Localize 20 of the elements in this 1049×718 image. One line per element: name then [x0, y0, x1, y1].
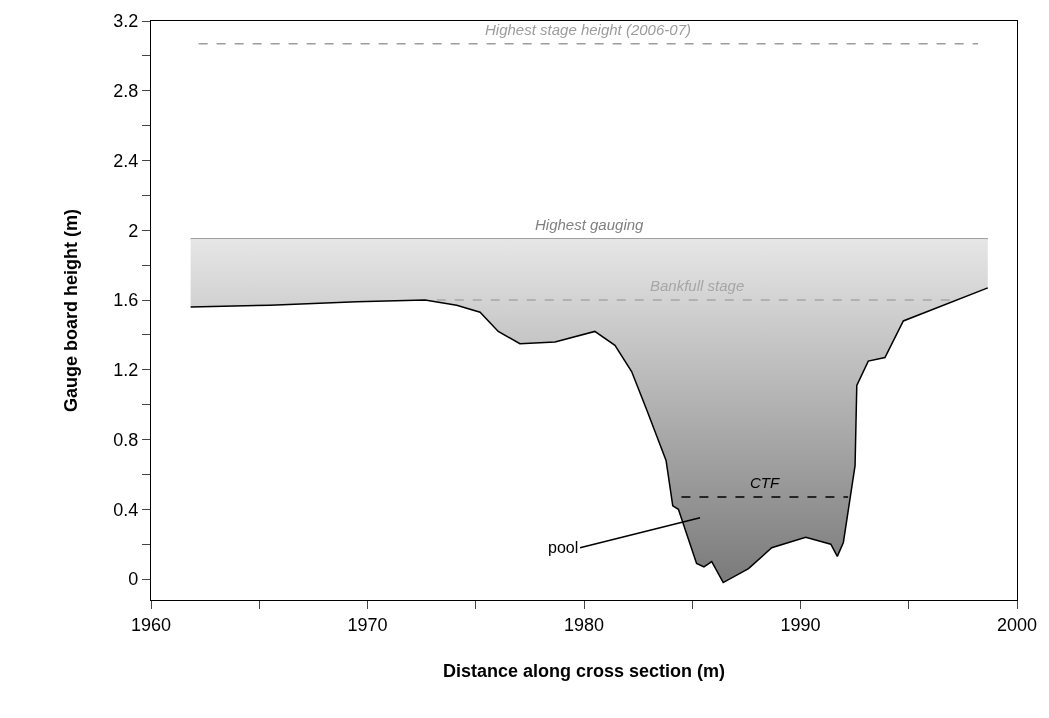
y-tick-label: 1.2 — [113, 360, 139, 381]
x-tick-label: 2000 — [996, 614, 1038, 635]
x-tick-label: 1980 — [563, 614, 605, 635]
series-label: Highest gauging — [535, 216, 645, 233]
y-tick-label: 0.4 — [113, 499, 139, 520]
annotation: pool — [548, 539, 579, 556]
y-tick-label: 2.4 — [113, 150, 139, 171]
x-axis-title: Distance along cross section (m) — [442, 660, 726, 681]
x-tick-label: 1990 — [780, 614, 821, 635]
x-tick-label: 1970 — [347, 614, 388, 635]
x-tick-label: 1960 — [130, 614, 172, 635]
y-tick-label: 2.8 — [113, 81, 139, 102]
series-label: CTF — [750, 474, 780, 491]
y-tick-label: 0 — [128, 569, 139, 590]
y-tick-label: 0.8 — [113, 429, 139, 450]
y-tick-label: 2 — [128, 220, 139, 241]
y-tick-label: 1.6 — [113, 290, 139, 311]
series-label: Highest stage height (2006-07) — [485, 21, 691, 38]
y-tick-label: 3.2 — [113, 11, 139, 32]
y-axis-title: Gauge board height (m) — [61, 208, 82, 413]
